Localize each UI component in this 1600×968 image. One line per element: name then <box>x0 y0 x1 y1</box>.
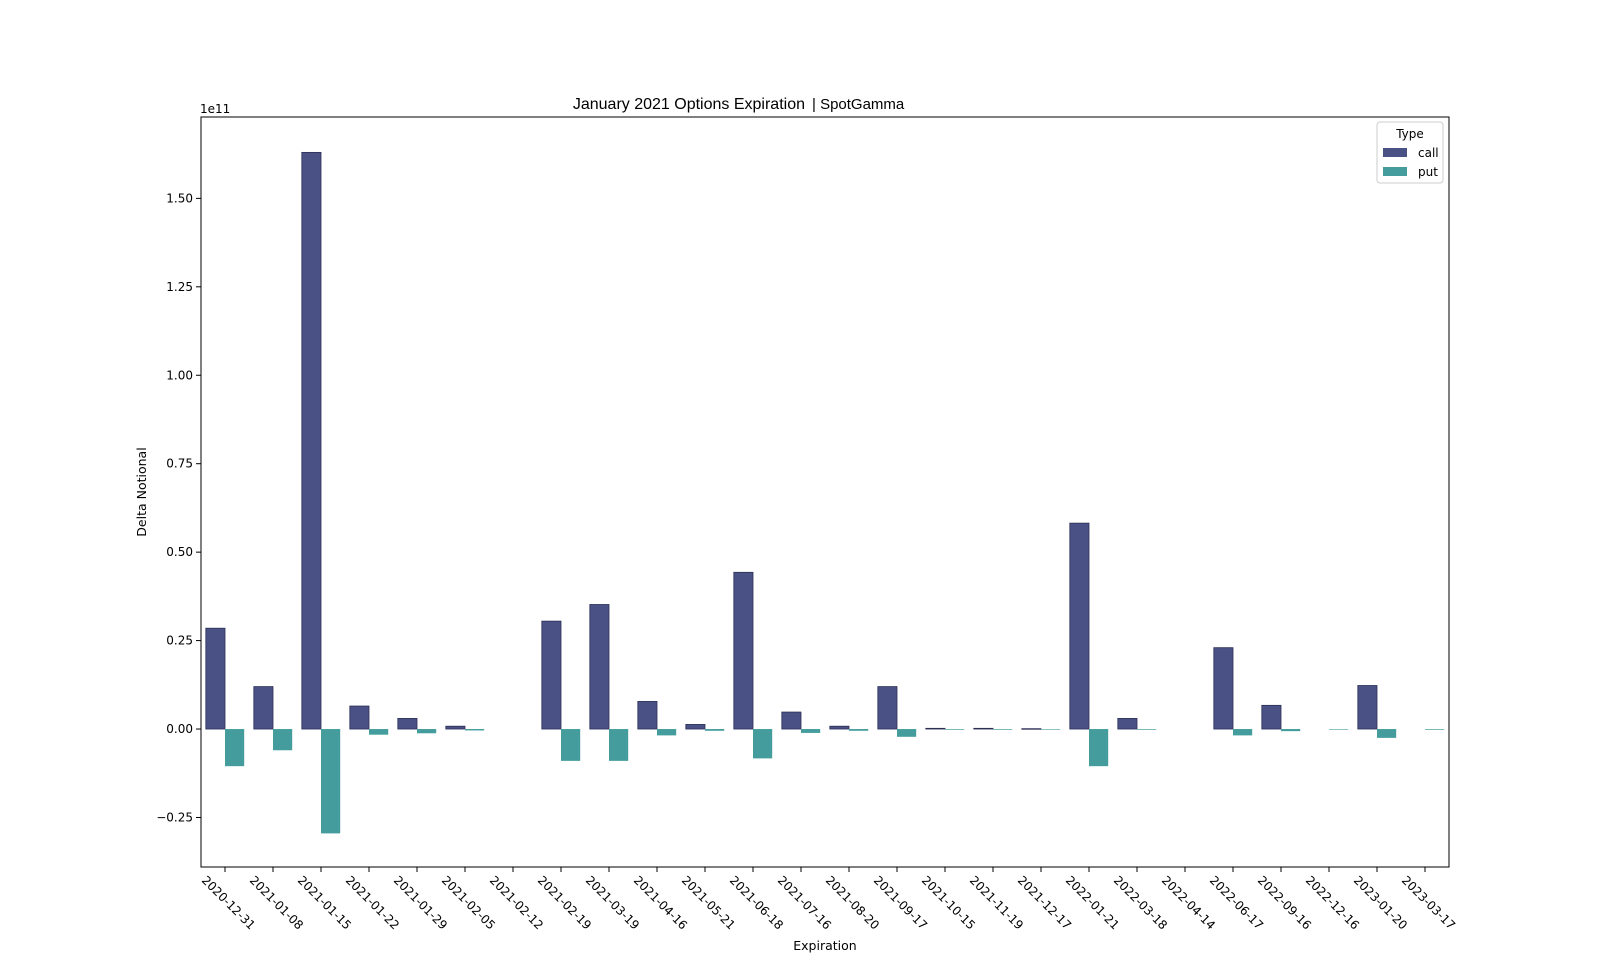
y-tick-label: 1.25 <box>166 280 193 294</box>
chart-title: January 2021 Options Expiration <box>573 96 805 113</box>
bar-put-2021-02-19 <box>561 729 581 761</box>
bar-call-2021-03-19 <box>589 604 610 730</box>
plot-frame <box>200 116 1450 868</box>
legend-swatch-call <box>1383 148 1407 157</box>
bar-call-2022-03-18 <box>1117 718 1138 730</box>
bar-put-2021-04-16 <box>657 729 677 736</box>
bar-put-2021-07-16 <box>801 729 821 733</box>
legend-swatch-put <box>1383 167 1407 176</box>
legend-label-call: call <box>1418 146 1439 160</box>
bar-call-2022-01-21 <box>1069 522 1090 730</box>
bar-call-2020-12-31 <box>205 627 226 730</box>
chart-subtitle: | SpotGamma <box>812 96 905 113</box>
bar-put-2022-03-18 <box>1137 729 1157 730</box>
bar-put-2022-06-17 <box>1233 729 1253 736</box>
bar-call-2021-06-18 <box>733 571 754 730</box>
legend-title: Type <box>1395 127 1424 141</box>
bar-call-2021-07-16 <box>781 711 802 730</box>
y-scale-label: 1e11 <box>200 102 230 116</box>
bar-call-2021-10-15 <box>925 727 946 730</box>
bar-put-2021-01-29 <box>417 729 437 734</box>
bar-put-2021-05-21 <box>705 729 725 731</box>
bar-put-2021-02-05 <box>465 729 485 731</box>
bar-call-2021-09-17 <box>877 686 898 730</box>
bar-put-2021-10-15 <box>945 729 965 730</box>
plot-area <box>205 151 1445 834</box>
bar-put-2021-11-19 <box>993 729 1013 730</box>
bar-call-2021-02-19 <box>541 620 562 730</box>
bar-put-2021-06-18 <box>753 729 773 759</box>
bar-put-2021-09-17 <box>897 729 917 737</box>
bar-call-2021-08-20 <box>829 725 850 730</box>
y-tick-label: 1.00 <box>166 368 193 382</box>
bar-put-2021-01-22 <box>369 729 389 735</box>
x-axis-label: Expiration <box>793 938 856 953</box>
bar-put-2022-09-16 <box>1281 729 1301 732</box>
y-tick-label: 0.50 <box>166 545 193 559</box>
y-axis-label: Delta Notional <box>134 447 149 536</box>
bar-call-2021-01-22 <box>349 705 370 730</box>
bar-call-2023-01-20 <box>1357 685 1378 730</box>
legend-label-put: put <box>1418 165 1438 179</box>
bar-call-2021-05-21 <box>685 724 706 730</box>
legend: Type call put <box>1376 121 1444 184</box>
bar-put-2023-01-20 <box>1377 729 1397 738</box>
y-tick-label: 0.75 <box>166 457 193 471</box>
bar-call-2021-11-19 <box>973 727 994 730</box>
bar-put-2021-01-15 <box>321 729 341 834</box>
bar-call-2021-01-29 <box>397 718 418 730</box>
bar-put-2020-12-31 <box>225 729 245 767</box>
bar-call-2021-02-05 <box>445 725 466 730</box>
bar-call-2021-12-17 <box>1021 728 1042 730</box>
bar-put-2021-03-19 <box>609 729 629 761</box>
bar-call-2021-04-16 <box>637 701 658 730</box>
bar-call-2022-06-17 <box>1213 647 1234 730</box>
bar-put-2021-01-08 <box>273 729 293 751</box>
bar-put-2021-12-17 <box>1041 729 1061 730</box>
y-tick-label: 0.25 <box>166 634 193 648</box>
bar-put-2023-03-17 <box>1425 729 1445 730</box>
bar-call-2021-01-08 <box>253 686 274 730</box>
bar-call-2022-09-16 <box>1261 704 1282 730</box>
bar-put-2022-01-21 <box>1089 729 1109 767</box>
bar-put-2022-12-16 <box>1329 729 1349 730</box>
bar-call-2021-01-15 <box>301 151 322 730</box>
y-tick-label: −0.25 <box>156 810 193 824</box>
y-tick-label: 1.50 <box>166 191 193 205</box>
bar-put-2021-08-20 <box>849 729 869 731</box>
x-axis: 2020-12-312021-01-082021-01-152021-01-22… <box>199 867 1458 932</box>
y-axis: −0.25 0.00 0.25 0.50 0.75 1.00 1.25 1.50 <box>156 191 201 824</box>
y-tick-label: 0.00 <box>166 722 193 736</box>
